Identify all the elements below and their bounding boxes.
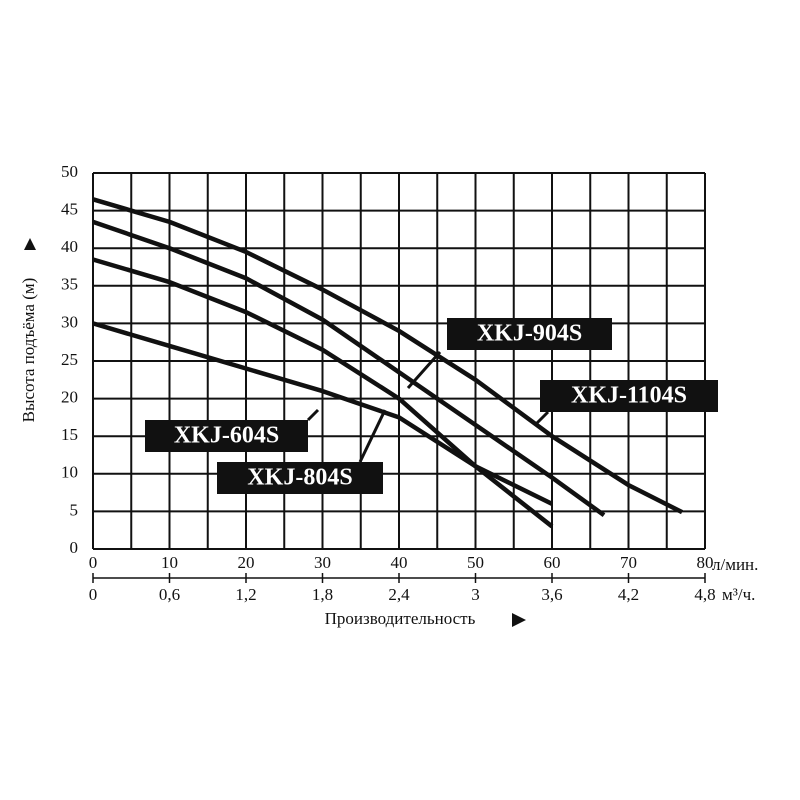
x2-tick-label: 1,8 bbox=[312, 585, 333, 604]
x2-tick-label: 1,2 bbox=[235, 585, 256, 604]
x2-unit: м³/ч. bbox=[722, 585, 755, 604]
x-tick-label: 40 bbox=[391, 553, 408, 572]
x2-tick-label: 3 bbox=[471, 585, 480, 604]
x-tick-label: 30 bbox=[314, 553, 331, 572]
x-tick-label: 50 bbox=[467, 553, 484, 572]
y-tick-label: 15 bbox=[61, 425, 78, 444]
series-name: XKJ-804S bbox=[247, 465, 352, 491]
x-tick-label: 10 bbox=[161, 553, 178, 572]
y-tick-label: 45 bbox=[61, 200, 78, 219]
x2-tick-label: 4,2 bbox=[618, 585, 639, 604]
y-tick-label: 5 bbox=[70, 500, 79, 519]
y-tick-label: 0 bbox=[70, 538, 79, 557]
x-axis-label: Производительность bbox=[325, 609, 476, 628]
leader-line bbox=[358, 409, 387, 463]
series-name: XKJ-604S bbox=[174, 423, 279, 449]
y-tick-label: 50 bbox=[61, 162, 78, 181]
series-tag-box bbox=[447, 318, 612, 350]
series-name: XKJ-1104S bbox=[571, 383, 687, 409]
series-name: XKJ-904S bbox=[477, 321, 582, 347]
leader-line bbox=[306, 408, 320, 422]
series-tag-box bbox=[217, 462, 383, 494]
curve bbox=[92, 257, 554, 529]
series-tag-box bbox=[145, 420, 308, 452]
y-tick-label: 30 bbox=[61, 312, 78, 331]
leader-line bbox=[534, 410, 550, 426]
x2-tick-label: 0,6 bbox=[159, 585, 180, 604]
x2-tick-label: 0 bbox=[89, 585, 98, 604]
x2-tick-label: 3,6 bbox=[541, 585, 562, 604]
y-tick-label: 25 bbox=[61, 350, 78, 369]
x-tick-label: 80 bbox=[697, 553, 714, 572]
x-unit: л/мин. bbox=[712, 555, 758, 574]
leader-line bbox=[406, 351, 442, 389]
y-tick-label: 35 bbox=[61, 275, 78, 294]
curve bbox=[92, 197, 684, 515]
y-axis-label: Высота подъёма (м) bbox=[19, 278, 38, 423]
series-tag-box bbox=[540, 380, 718, 412]
y-tick-label: 20 bbox=[61, 388, 78, 407]
y-arrow bbox=[24, 238, 36, 250]
curve bbox=[92, 219, 606, 517]
y-tick-label: 40 bbox=[61, 237, 78, 256]
x-tick-label: 0 bbox=[89, 553, 98, 572]
x-tick-label: 70 bbox=[620, 553, 637, 572]
x-arrow bbox=[512, 613, 526, 627]
y-tick-label: 10 bbox=[61, 463, 78, 482]
x2-tick-label: 2,4 bbox=[388, 585, 410, 604]
x-tick-label: 20 bbox=[238, 553, 255, 572]
x2-tick-label: 4,8 bbox=[694, 585, 715, 604]
x-tick-label: 60 bbox=[544, 553, 561, 572]
